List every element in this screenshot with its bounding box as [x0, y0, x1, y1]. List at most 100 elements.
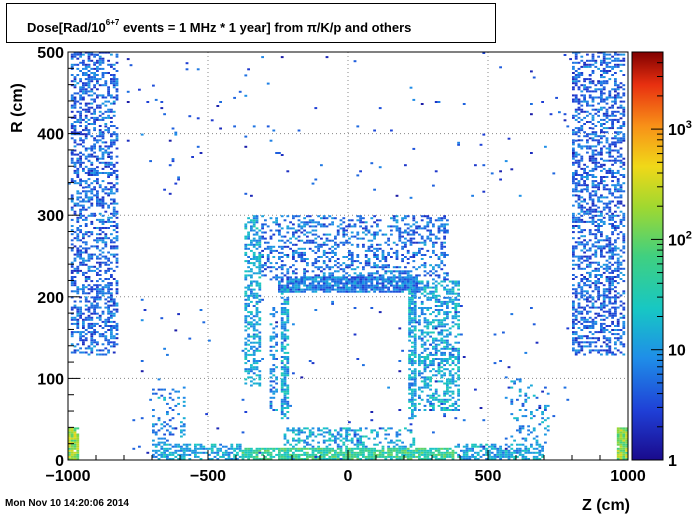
heatmap-cell — [90, 258, 93, 260]
heatmap-cell — [258, 264, 261, 266]
heatmap-cell — [622, 92, 625, 94]
heatmap-cell — [393, 270, 396, 272]
heatmap-cell — [620, 188, 623, 190]
heatmap-cell — [412, 232, 415, 234]
heatmap-cell — [96, 141, 99, 143]
heatmap-cell — [256, 248, 259, 250]
heatmap-cell — [522, 454, 525, 456]
heatmap-cell — [96, 62, 99, 64]
heatmap-cell — [603, 207, 606, 209]
heatmap-cell — [376, 256, 379, 258]
heatmap-cell — [174, 452, 177, 454]
heatmap-cell — [586, 296, 589, 298]
heatmap-cell — [435, 289, 438, 291]
heatmap-cell — [575, 78, 578, 80]
heatmap-cell — [446, 315, 449, 317]
heatmap-cell — [421, 238, 424, 240]
heatmap-cell — [614, 196, 617, 198]
heatmap-cell — [452, 383, 455, 385]
heatmap-cell — [603, 315, 606, 317]
heatmap-cell — [328, 291, 331, 293]
heatmap-cell — [589, 207, 592, 209]
heatmap-cell — [606, 317, 609, 319]
heatmap-cell — [429, 323, 432, 325]
heatmap-cell — [407, 215, 410, 217]
heatmap-cell — [272, 332, 275, 334]
heatmap-cell — [284, 219, 287, 221]
heatmap-cell — [289, 278, 292, 280]
heatmap-cell — [247, 285, 250, 287]
heatmap-cell — [594, 349, 597, 351]
heatmap-cell — [270, 270, 273, 272]
heatmap-cell — [594, 162, 597, 164]
heatmap-cell — [309, 225, 312, 227]
heatmap-cell — [575, 111, 578, 113]
heatmap-cell — [110, 333, 113, 335]
heatmap-cell — [435, 397, 438, 399]
heatmap-cell — [401, 258, 404, 260]
heatmap-cell — [368, 248, 371, 250]
heatmap-cell — [414, 338, 417, 340]
heatmap-cell — [600, 252, 603, 254]
heatmap-cell — [603, 209, 606, 211]
heatmap-cell — [471, 450, 474, 452]
heatmap-cell — [99, 105, 102, 107]
heatmap-cell — [600, 182, 603, 184]
heatmap-cell — [93, 152, 96, 154]
heatmap-cell — [443, 360, 446, 362]
heatmap-cell — [572, 150, 575, 152]
heatmap-cell — [603, 203, 606, 205]
heatmap-cell — [617, 337, 620, 339]
heatmap-cell — [71, 262, 74, 264]
heatmap-cell — [443, 336, 446, 338]
heatmap-cell — [82, 68, 85, 70]
heatmap-cell — [292, 223, 295, 225]
heatmap-cell — [88, 258, 91, 260]
heatmap-cell — [597, 280, 600, 282]
heatmap-cell — [74, 231, 77, 233]
heatmap-cell — [368, 272, 371, 274]
heatmap-cell — [614, 72, 617, 74]
heatmap-cell — [524, 452, 527, 454]
heatmap-cell — [214, 446, 217, 448]
heatmap-cell — [600, 250, 603, 252]
heatmap-cell — [200, 446, 203, 448]
heatmap-cell — [88, 123, 91, 125]
heatmap-cell — [303, 254, 306, 256]
heatmap-cell — [592, 290, 595, 292]
heatmap-cell — [438, 232, 441, 234]
heatmap-cell — [85, 148, 88, 150]
heatmap-cell — [286, 352, 289, 354]
heatmap-cell — [334, 289, 337, 291]
heatmap-cell — [429, 293, 432, 295]
heatmap-cell — [76, 101, 79, 103]
heatmap-cell — [74, 99, 77, 101]
heatmap-cell — [373, 266, 376, 268]
heatmap-cell — [454, 297, 457, 299]
heatmap-cell — [368, 278, 371, 280]
heatmap-cell — [482, 454, 485, 456]
heatmap-cell — [572, 341, 575, 343]
heatmap-cell — [247, 370, 250, 372]
heatmap-cell — [408, 387, 411, 389]
heatmap-cell — [312, 289, 315, 291]
heatmap-cell — [404, 242, 407, 244]
heatmap-cell — [443, 329, 446, 331]
heatmap-cell — [516, 444, 519, 446]
heatmap-cell — [71, 225, 74, 227]
heatmap-cell — [418, 364, 421, 366]
heatmap-cell — [440, 252, 443, 254]
heatmap-cell — [71, 331, 74, 333]
heatmap-cell — [411, 346, 414, 348]
heatmap-cell — [264, 452, 267, 454]
heatmap-cell — [435, 358, 438, 360]
heatmap-cell — [586, 172, 589, 174]
heatmap-cell — [90, 352, 93, 354]
heatmap-cell — [328, 283, 331, 285]
heatmap-cell — [368, 262, 371, 264]
heatmap-cell — [608, 345, 611, 347]
heatmap-cell — [606, 352, 609, 354]
heatmap-cell — [620, 131, 623, 133]
heatmap-cell — [457, 366, 460, 368]
heatmap-cell — [438, 309, 441, 311]
